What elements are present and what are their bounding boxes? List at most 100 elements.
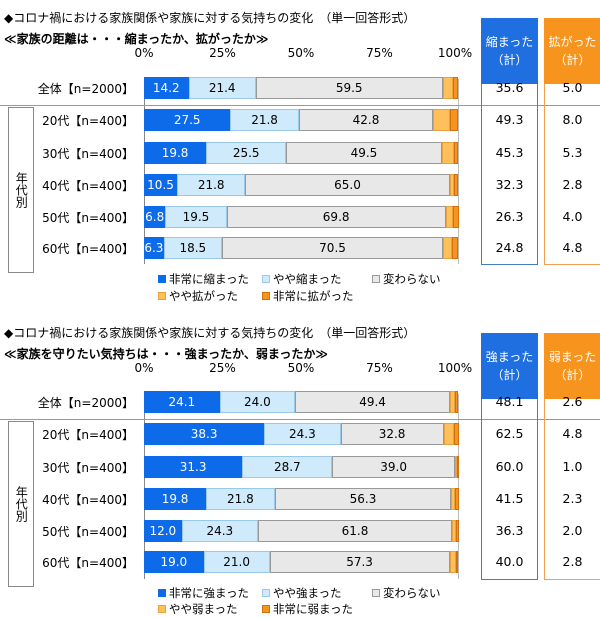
bar-segment: 21.0 <box>203 551 270 573</box>
total-header-negative: 弱まった （計） <box>544 333 600 399</box>
bar-segment <box>433 109 451 131</box>
bar-segment <box>443 237 453 259</box>
bar-value-label: 28.7 <box>273 460 301 474</box>
bar-segment: 12.0 <box>144 520 182 542</box>
bar-value-label: 31.3 <box>179 460 207 474</box>
bar-value-label: 25.5 <box>232 146 260 160</box>
bar-segment <box>454 488 459 510</box>
total-value: 49.3 <box>495 112 524 127</box>
total-box <box>481 84 538 265</box>
legend-item: やや縮まった <box>262 271 342 287</box>
bar-value-label: 19.5 <box>182 210 210 224</box>
bar-segment: 10.5 <box>144 174 177 196</box>
bar-value-label: 70.5 <box>319 241 346 255</box>
bar-segment <box>445 206 453 228</box>
bar-segment: 21.8 <box>206 488 275 510</box>
total-value: 2.3 <box>562 491 583 506</box>
total-value: 4.0 <box>562 209 583 224</box>
row-label: 20代【n=400】 <box>42 428 134 442</box>
row-label: 20代【n=400】 <box>42 114 134 128</box>
bar-segment <box>454 174 459 196</box>
total-value: 60.0 <box>495 459 524 474</box>
chart-subtitle: ≪家族を守りたい気持ちは・・・強まったか、弱まったか≫ <box>4 347 328 361</box>
bar-segment <box>449 174 455 196</box>
legend-swatch <box>262 589 270 597</box>
bar-segment: 24.3 <box>264 423 341 445</box>
bar-segment: 19.5 <box>165 206 227 228</box>
chart-subtitle: ≪家族の距離は・・・縮まったか、拡がったか≫ <box>4 32 269 46</box>
bar-segment: 70.5 <box>221 237 444 259</box>
axis-tick-label: 0% <box>134 46 154 60</box>
bar-segment: 61.8 <box>257 520 453 542</box>
bar-segment: 42.8 <box>298 109 434 131</box>
row-label: 60代【n=400】 <box>42 556 134 570</box>
legend-label: やや拡がった <box>169 289 238 303</box>
bar-value-label: 32.8 <box>378 427 406 441</box>
total-value: 48.1 <box>495 394 524 409</box>
bar-value-label: 56.3 <box>349 492 377 506</box>
bar-value-label: 6.8 <box>145 210 165 224</box>
bar-value-label: 14.2 <box>152 81 180 95</box>
total-value: 32.3 <box>495 177 524 192</box>
total-value: 5.0 <box>562 80 583 95</box>
bar-segment <box>441 142 455 164</box>
bar-segment: 27.5 <box>144 109 231 131</box>
bar-value-label: 21.8 <box>227 492 254 506</box>
bar-segment: 21.4 <box>188 77 256 99</box>
plot-right-border <box>458 394 459 579</box>
total-header-text: （計） <box>554 53 591 67</box>
bar-segment: 19.8 <box>144 142 207 164</box>
legend-swatch <box>158 275 166 283</box>
legend-item: やや強まった <box>262 585 342 601</box>
bar-value-label: 21.0 <box>223 555 250 569</box>
total-value: 5.3 <box>562 145 583 160</box>
bar-segment: 65.0 <box>245 174 450 196</box>
bar-value-label: 49.4 <box>359 395 386 409</box>
bar-segment: 18.5 <box>163 237 222 259</box>
total-value: 35.6 <box>495 80 524 95</box>
axis-tick-label: 50% <box>287 46 315 60</box>
bar-segment <box>452 206 459 228</box>
total-value: 40.0 <box>495 554 524 569</box>
bar-value-label: 49.5 <box>350 146 378 160</box>
bar-segment <box>455 551 459 573</box>
bar-segment: 21.8 <box>176 174 246 196</box>
bar-segment <box>450 109 459 131</box>
bar-segment: 21.8 <box>230 109 299 131</box>
group-label-age: 年代別 <box>8 107 34 273</box>
bar-value-label: 38.3 <box>190 427 218 441</box>
bar-segment <box>455 391 459 413</box>
bar-segment <box>452 237 459 259</box>
legend-item: 非常に縮まった <box>158 271 249 287</box>
bar-segment <box>457 456 460 478</box>
bar-segment: 6.3 <box>144 237 164 259</box>
axis-tick-label: 25% <box>209 361 236 375</box>
total-value: 2.8 <box>562 554 583 569</box>
total-header-negative: 拡がった （計） <box>544 18 600 84</box>
row-label: 50代【n=400】 <box>42 525 134 539</box>
chart-title: ◆コロナ禍における家族関係や家族に対する気持ちの変化 （単一回答形式） <box>4 326 416 340</box>
legend-item: やや弱まった <box>158 601 238 617</box>
bar-value-label: 24.3 <box>206 524 234 538</box>
legend-label: 非常に縮まった <box>169 272 250 286</box>
bar-value-label: 65.0 <box>334 178 361 192</box>
bar-value-label: 10.5 <box>147 178 174 192</box>
legend-label: 変わらない <box>383 272 441 286</box>
legend-label: 変わらない <box>383 586 441 600</box>
bar-segment <box>456 520 459 542</box>
legend-label: 非常に拡がった <box>273 289 354 303</box>
bar-segment: 57.3 <box>269 551 450 573</box>
axis-tick-label: 50% <box>287 361 315 375</box>
total-value: 45.3 <box>495 145 524 160</box>
total-header-text: （計） <box>491 53 528 67</box>
legend-item: 変わらない <box>372 271 441 287</box>
bar-segment: 25.5 <box>206 142 287 164</box>
axis-tick-label: 75% <box>366 46 393 60</box>
bar-segment <box>452 520 457 542</box>
bar-value-label: 61.8 <box>341 524 369 538</box>
axis-tick-label: 100% <box>437 361 473 375</box>
bar-segment <box>454 456 458 478</box>
